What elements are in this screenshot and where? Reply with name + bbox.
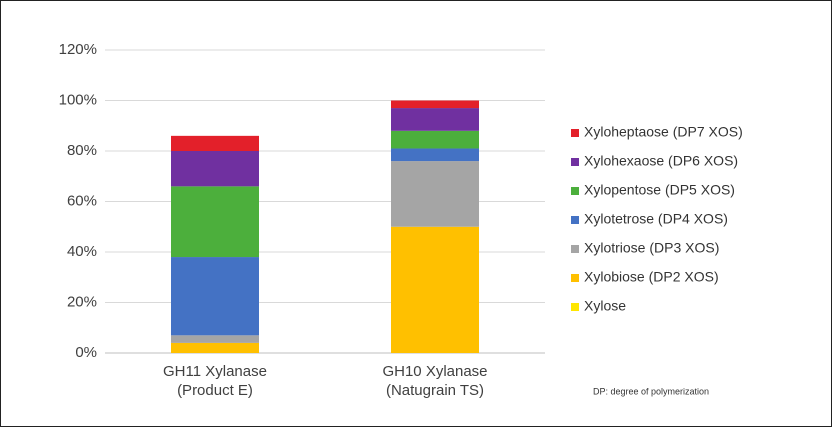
x-tick-label: GH10 Xylanase — [382, 363, 487, 380]
bar-segment — [391, 161, 479, 227]
bar-segment — [391, 100, 479, 109]
legend-swatch — [571, 274, 579, 282]
bar-segment — [171, 335, 259, 343]
x-tick-label: (Product E) — [177, 382, 253, 399]
legend-label: Xylopentose (DP5 XOS) — [584, 182, 735, 198]
legend-swatch — [571, 303, 579, 311]
bar-segment — [391, 226, 479, 353]
legend-label: Xylotriose (DP3 XOS) — [584, 240, 719, 256]
bar-segment — [391, 108, 479, 131]
legend-label: Xylotetrose (DP4 XOS) — [584, 211, 728, 227]
legend-label: Xyloheptaose (DP7 XOS) — [584, 124, 743, 140]
legend-swatch — [571, 187, 579, 195]
legend-label: Xylohexaose (DP6 XOS) — [584, 153, 738, 169]
bar-segment — [171, 186, 259, 258]
y-tick-label: 60% — [67, 192, 97, 209]
bar-segment — [171, 257, 259, 336]
legend-swatch — [571, 216, 579, 224]
annotation: DP: degree of polymerization — [593, 386, 709, 396]
legend-swatch — [571, 245, 579, 253]
y-tick-label: 20% — [67, 293, 97, 310]
bar-segment — [391, 130, 479, 149]
y-tick-label: 40% — [67, 243, 97, 260]
legend-label: Xylobiose (DP2 XOS) — [584, 269, 719, 285]
legend-swatch — [571, 158, 579, 166]
x-tick-label: (Natugrain TS) — [386, 382, 484, 399]
x-tick-label: GH11 Xylanase — [163, 363, 267, 380]
bar-segment — [391, 148, 479, 162]
legend-label: Xylose — [584, 298, 626, 314]
y-tick-label: 80% — [67, 142, 97, 159]
y-tick-label: 0% — [75, 344, 97, 361]
bar-segment — [171, 342, 259, 353]
legend-swatch — [571, 129, 579, 137]
bar-segment — [171, 151, 259, 187]
y-tick-label: 100% — [59, 91, 97, 108]
y-tick-label: 120% — [59, 41, 97, 58]
bar-segment — [171, 135, 259, 151]
